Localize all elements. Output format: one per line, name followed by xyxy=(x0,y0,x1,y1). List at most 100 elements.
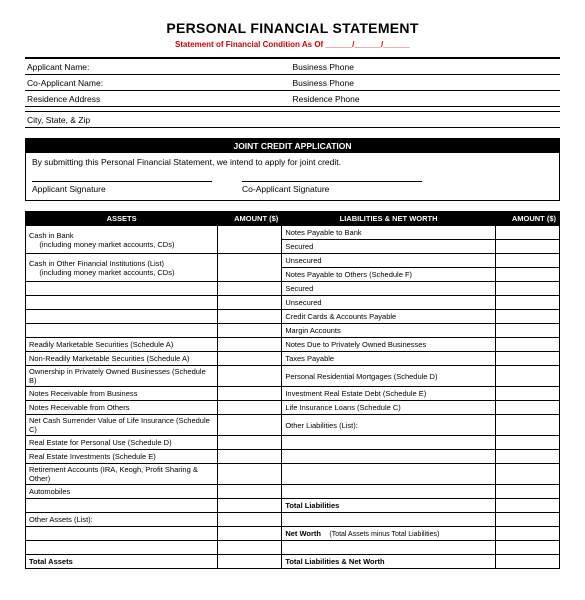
liab-blank[interactable] xyxy=(282,450,496,464)
amount-cell[interactable] xyxy=(218,513,282,527)
asset-blank[interactable] xyxy=(26,499,218,513)
amount-cell[interactable] xyxy=(218,226,282,254)
asset-retirement: Retirement Accounts (IRA, Keogh, Profit … xyxy=(26,464,218,485)
total-assets: Total Assets xyxy=(26,555,218,569)
co-applicant-name-row: Co-Applicant Name: Business Phone xyxy=(25,75,560,91)
amount-cell[interactable] xyxy=(495,240,559,254)
amount-cell[interactable] xyxy=(495,527,559,541)
liab-unsecured-2: Unsecured xyxy=(282,296,496,310)
amount-cell[interactable] xyxy=(218,338,282,352)
asset-blank[interactable] xyxy=(26,541,218,555)
liab-unsecured: Unsecured xyxy=(282,254,496,268)
amount-cell[interactable] xyxy=(495,415,559,436)
amount-cell[interactable] xyxy=(218,324,282,338)
amount-cell[interactable] xyxy=(495,254,559,268)
amount-header-2: AMOUNT ($) xyxy=(495,212,559,226)
asset-cash-other: Cash in Other Financial Institutions (Li… xyxy=(26,254,218,282)
amount-cell[interactable] xyxy=(495,296,559,310)
joint-credit-box: JOINT CREDIT APPLICATION By submitting t… xyxy=(25,138,560,201)
amount-cell[interactable] xyxy=(495,555,559,569)
liab-notes-bank: Notes Payable to Bank xyxy=(282,226,496,240)
amount-cell[interactable] xyxy=(218,555,282,569)
liab-credit-cards: Credit Cards & Accounts Payable xyxy=(282,310,496,324)
amount-header-1: AMOUNT ($) xyxy=(218,212,282,226)
applicant-name-row: Applicant Name: Business Phone xyxy=(25,59,560,75)
amount-cell[interactable] xyxy=(495,450,559,464)
amount-cell[interactable] xyxy=(495,310,559,324)
applicant-name-label: Applicant Name: xyxy=(27,62,293,72)
asset-notes-others: Notes Receivable from Others xyxy=(26,401,218,415)
liab-real-estate-debt: Investment Real Estate Debt (Schedule E) xyxy=(282,387,496,401)
co-applicant-name-label: Co-Applicant Name: xyxy=(27,78,293,88)
amount-cell[interactable] xyxy=(495,338,559,352)
amount-cell[interactable] xyxy=(218,499,282,513)
asset-real-estate-invest: Real Estate Investments (Schedule E) xyxy=(26,450,218,464)
liab-secured: Secured xyxy=(282,240,496,254)
amount-cell[interactable] xyxy=(495,541,559,555)
liab-taxes: Taxes Payable xyxy=(282,352,496,366)
amount-cell[interactable] xyxy=(495,282,559,296)
assets-header: ASSETS xyxy=(26,212,218,226)
amount-cell[interactable] xyxy=(495,387,559,401)
asset-blank[interactable] xyxy=(26,282,218,296)
residence-address-row: Residence Address Residence Phone xyxy=(25,91,560,107)
city-state-zip-row: City, State, & Zip xyxy=(25,111,560,128)
liab-notes-private: Notes Due to Privately Owned Businesses xyxy=(282,338,496,352)
amount-cell[interactable] xyxy=(218,541,282,555)
liab-secured-2: Secured xyxy=(282,282,496,296)
joint-credit-text: By submitting this Personal Financial St… xyxy=(32,157,553,167)
amount-cell[interactable] xyxy=(218,387,282,401)
liab-mortgages: Personal Residential Mortgages (Schedule… xyxy=(282,366,496,387)
amount-cell[interactable] xyxy=(495,485,559,499)
amount-cell[interactable] xyxy=(495,324,559,338)
amount-cell[interactable] xyxy=(495,366,559,387)
amount-cell[interactable] xyxy=(495,401,559,415)
statement-date-line: Statement of Financial Condition As Of _… xyxy=(25,40,560,49)
liab-other: Other Liabilities (List): xyxy=(282,415,496,436)
asset-blank[interactable] xyxy=(26,310,218,324)
financial-table: ASSETS AMOUNT ($) LIABILITIES & NET WORT… xyxy=(25,211,560,569)
total-liabilities: Total Liabilities xyxy=(282,499,496,513)
amount-cell[interactable] xyxy=(495,436,559,450)
asset-blank[interactable] xyxy=(26,296,218,310)
residence-phone-label: Residence Phone xyxy=(293,94,559,104)
amount-cell[interactable] xyxy=(218,436,282,450)
asset-life-insurance: Net Cash Surrender Value of Life Insuran… xyxy=(26,415,218,436)
residence-address-label: Residence Address xyxy=(27,94,293,104)
liab-blank[interactable] xyxy=(282,436,496,450)
page-title: PERSONAL FINANCIAL STATEMENT xyxy=(25,20,560,36)
amount-cell[interactable] xyxy=(218,485,282,499)
liab-notes-others: Notes Payable to Others (Schedule F) xyxy=(282,268,496,282)
amount-cell[interactable] xyxy=(218,310,282,324)
amount-cell[interactable] xyxy=(495,464,559,485)
business-phone-label: Business Phone xyxy=(293,62,559,72)
amount-cell[interactable] xyxy=(495,352,559,366)
liab-blank[interactable] xyxy=(282,541,496,555)
amount-cell[interactable] xyxy=(495,513,559,527)
city-state-zip-label: City, State, & Zip xyxy=(27,115,558,125)
asset-blank[interactable] xyxy=(26,527,218,541)
amount-cell[interactable] xyxy=(218,282,282,296)
asset-blank[interactable] xyxy=(26,324,218,338)
amount-cell[interactable] xyxy=(218,450,282,464)
liabilities-header: LIABILITIES & NET WORTH xyxy=(282,212,496,226)
total-liab-net-worth: Total Liabilities & Net Worth xyxy=(282,555,496,569)
liab-blank[interactable] xyxy=(282,485,496,499)
amount-cell[interactable] xyxy=(495,499,559,513)
amount-cell[interactable] xyxy=(218,352,282,366)
asset-automobiles: Automobiles xyxy=(26,485,218,499)
amount-cell[interactable] xyxy=(218,415,282,436)
liab-blank[interactable] xyxy=(282,513,496,527)
amount-cell[interactable] xyxy=(495,226,559,240)
asset-cash-bank: Cash in Bank (including money market acc… xyxy=(26,226,218,254)
amount-cell[interactable] xyxy=(218,527,282,541)
amount-cell[interactable] xyxy=(218,366,282,387)
amount-cell[interactable] xyxy=(218,296,282,310)
amount-cell[interactable] xyxy=(218,401,282,415)
asset-other: Other Assets (List): xyxy=(26,513,218,527)
liab-life-loans: Life Insurance Loans (Schedule C) xyxy=(282,401,496,415)
amount-cell[interactable] xyxy=(495,268,559,282)
amount-cell[interactable] xyxy=(218,254,282,282)
liab-blank[interactable] xyxy=(282,464,496,485)
amount-cell[interactable] xyxy=(218,464,282,485)
